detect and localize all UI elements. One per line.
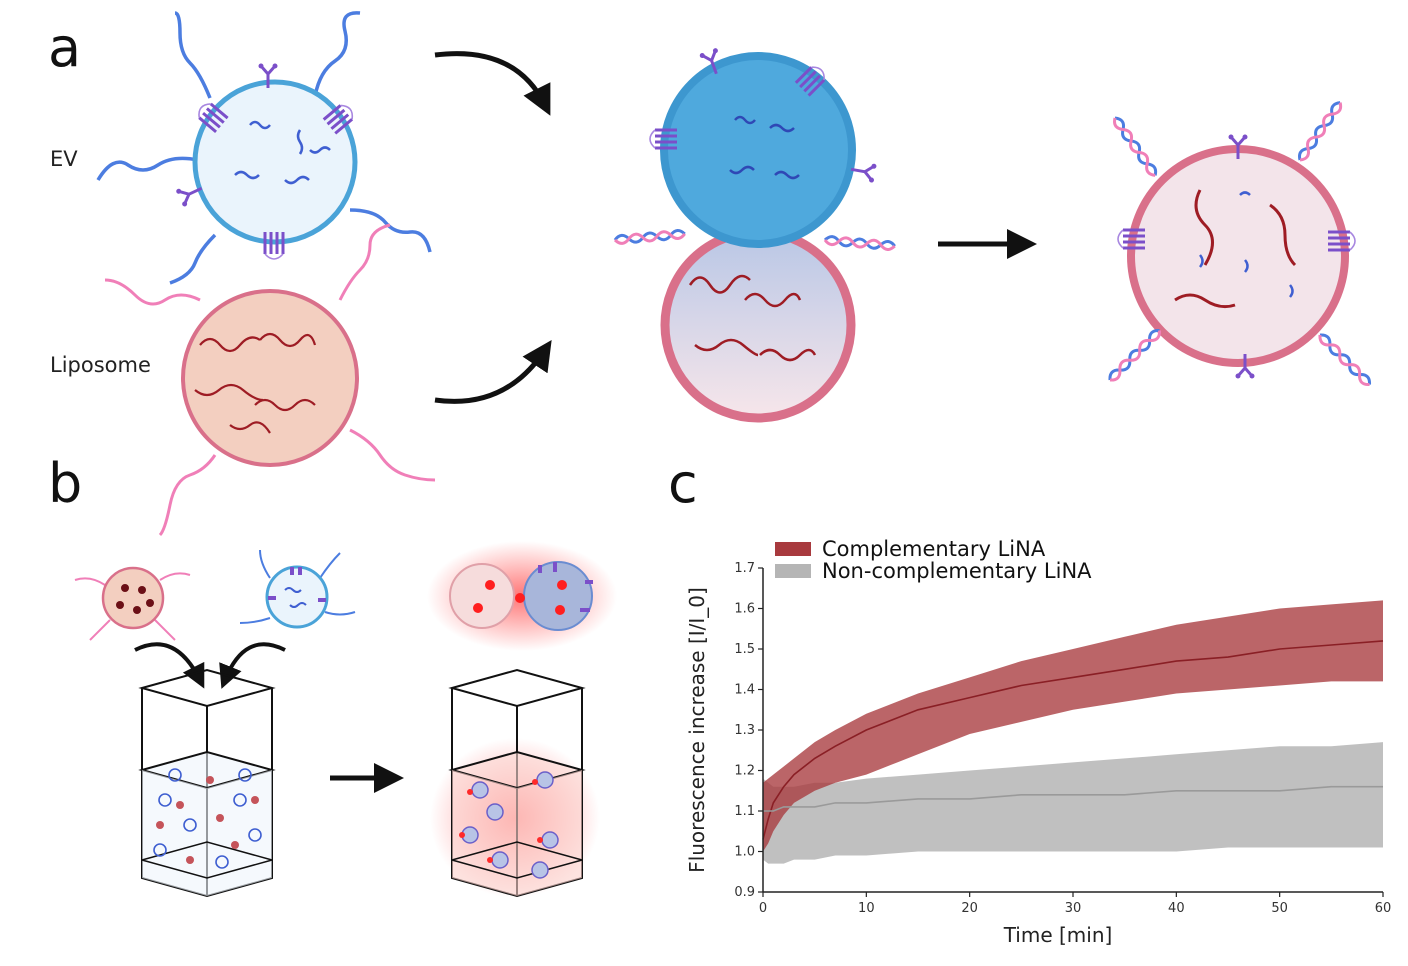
- curved-arrow-icon: [434, 340, 552, 404]
- y-axis-label: Fluorescence increase [I/I_0]: [685, 587, 709, 873]
- y-tick-label: 1.6: [734, 602, 755, 617]
- ev-label: EV: [50, 147, 78, 171]
- legend: Complementary LiNA Non-complementary LiN…: [775, 537, 1092, 583]
- x-tick-label: 20: [961, 901, 978, 916]
- y-tick-label: 1.0: [734, 845, 755, 860]
- legend-label-complementary: Complementary LiNA: [822, 537, 1046, 561]
- liposome-vesicle: [104, 223, 436, 537]
- series-band-1: [763, 742, 1383, 864]
- series-line-0: [762, 640, 1384, 840]
- y-tick-label: 1.1: [734, 804, 755, 819]
- curved-arrow-icon: [219, 642, 286, 689]
- glowing-fusion: [427, 541, 617, 651]
- cuvette-icon: [430, 668, 600, 898]
- legend-swatch-noncomplementary: [775, 564, 811, 578]
- x-tick-label: 0: [759, 901, 767, 916]
- small-liposome: [74, 566, 191, 641]
- legend-label-noncomplementary: Non-complementary LiNA: [822, 559, 1092, 583]
- panel-label-b: b: [48, 452, 82, 515]
- series-line-1: [763, 785, 1383, 812]
- y-tick-label: 1.5: [734, 642, 755, 657]
- y-tick-label: 1.2: [734, 764, 755, 779]
- panel-label-a: a: [48, 16, 81, 79]
- x-tick-label: 50: [1271, 901, 1288, 916]
- curved-arrow-icon: [134, 642, 205, 689]
- curved-arrow-icon: [434, 51, 551, 116]
- y-tick-label: 1.3: [734, 723, 755, 738]
- docked-vesicles: [613, 45, 897, 423]
- small-ev: [239, 549, 356, 629]
- panel-b: b: [48, 452, 617, 898]
- panel-c: c Complementary LiNA Non-complementary L…: [668, 452, 1391, 947]
- fused-vesicle: [1105, 98, 1374, 389]
- x-tick-label: 40: [1168, 901, 1185, 916]
- y-tick-label: 0.9: [734, 885, 755, 900]
- x-tick-label: 30: [1065, 901, 1082, 916]
- plot-area: 0 10 20 30 40 50 60 0.9 1.0 1.1 1.2 1.3 1.4 1.5 1.6 1.7: [734, 561, 1391, 916]
- cuvette-icon: [138, 668, 276, 898]
- panel-label-c: c: [668, 452, 698, 515]
- x-axis-label: Time [min]: [1003, 923, 1113, 947]
- liposome-label: Liposome: [50, 353, 151, 377]
- y-tick-label: 1.7: [734, 561, 755, 576]
- panel-a: a EV Liposome: [48, 11, 1374, 537]
- legend-swatch-complementary: [775, 542, 811, 556]
- x-tick-label: 60: [1375, 901, 1392, 916]
- x-tick-label: 10: [858, 901, 875, 916]
- y-tick-label: 1.4: [734, 683, 755, 698]
- ev-vesicle: [96, 11, 432, 285]
- series-band-0: [763, 600, 1383, 852]
